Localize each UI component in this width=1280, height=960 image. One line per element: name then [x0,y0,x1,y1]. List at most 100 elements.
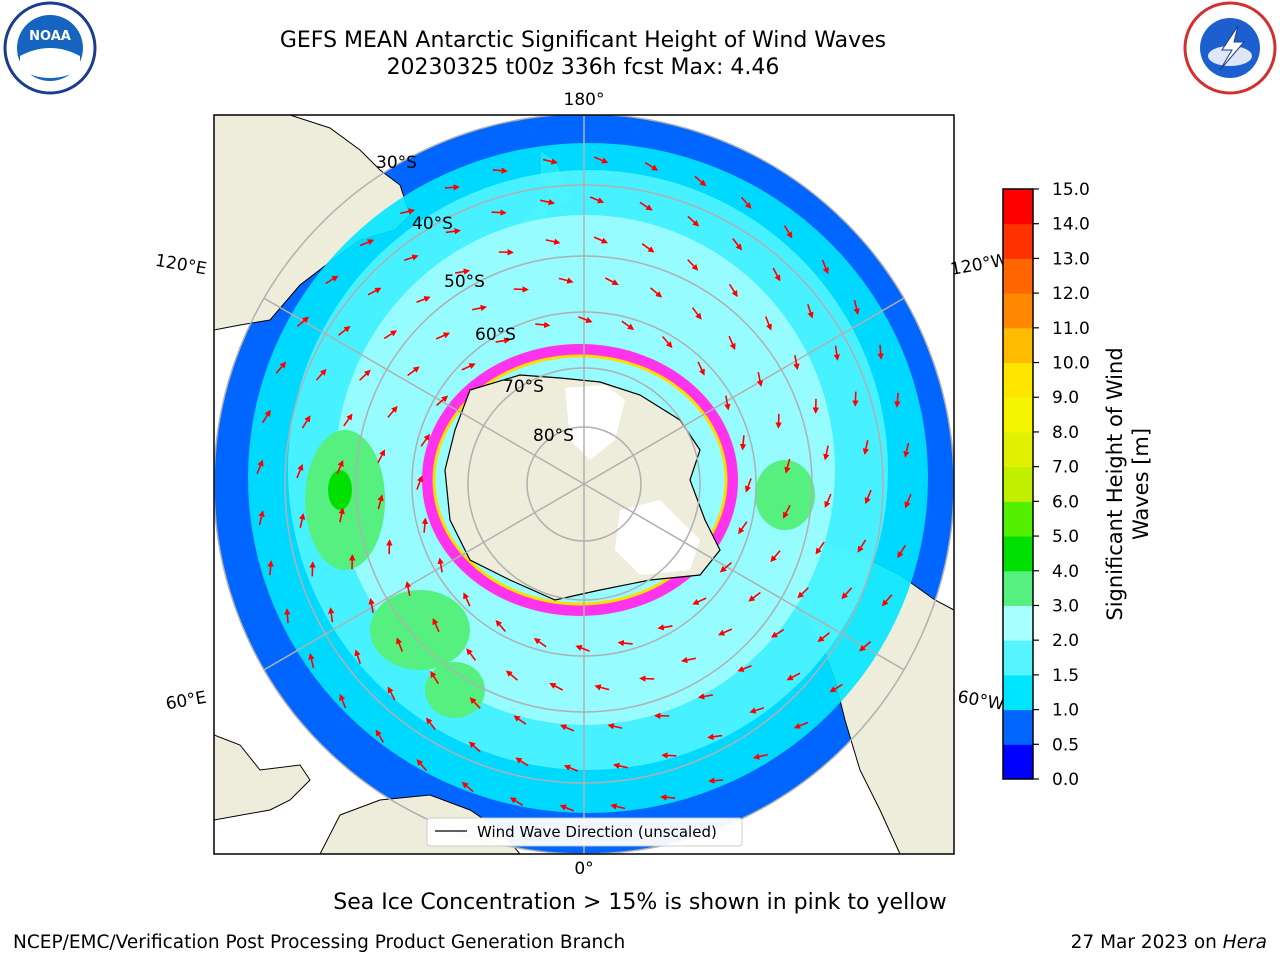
wave-direction-arrow [593,236,609,244]
colorbar-label: Significant Height of Wind Waves [m] [1103,347,1153,620]
lon-label-120e: 120°E [154,251,208,280]
wave-direction-arrow [387,686,396,701]
wave-direction-arrow [336,459,344,475]
lat-label-70s: 70°S [503,377,544,397]
colorbar-segment [1003,362,1033,398]
wave-direction-arrow [420,433,430,447]
wave-direction-arrow [515,757,529,767]
wave-direction-arrow [549,683,564,691]
wave-direction-arrow [697,361,705,376]
wave-direction-arrow [903,442,910,458]
wave-max-patch [328,470,352,510]
footer-host: Hera [1222,932,1267,953]
wave-direction-arrow [724,395,731,411]
colorbar-segment [1003,223,1033,259]
wave-direction-arrow [513,715,527,725]
wave-direction-arrow [904,493,912,509]
wave-direction-arrow [354,649,361,665]
wave-direction-arrow [559,804,575,812]
wave-direction-arrow [621,320,635,330]
wave-patch-south-indian [370,590,470,670]
wave-direction-arrow [435,332,451,340]
wave-direction-arrow [267,560,274,576]
lon-label-0: 0° [574,859,593,879]
wave-direction-arrow [604,277,619,285]
footer-date: 27 Mar 2023 on Hera [1071,932,1267,953]
wave-direction-arrow [607,723,623,730]
wave-direction-arrow [338,507,345,523]
wave-direction-arrow [343,413,353,427]
colorbar-segment [1003,674,1033,711]
lon-label-60e: 60°E [164,688,208,715]
wave-direction-arrow [444,184,460,191]
wave-direction-arrow [661,752,677,759]
weddell-ice-shelf [615,500,700,575]
wave-direction-arrow [617,639,633,647]
wave-direction-arrow [756,372,764,388]
colorbar-tick-label: 15.0 [1052,180,1090,200]
wave-direction-arrow [533,638,547,648]
wave-direction-arrow [821,259,829,275]
wave-direction-arrow [492,167,508,174]
wave-direction-arrow [461,363,476,371]
colorbar-segment [1003,431,1033,468]
wave-direction-arrow [807,303,814,319]
ross-ice-shelf [565,385,625,460]
wave-direction-arrow [841,587,853,600]
wave-direction-arrow [748,591,761,602]
wave-direction-arrow [396,637,404,652]
wave-direction-arrow [387,405,398,418]
nws-logo [1183,1,1277,95]
lat-label-80s: 80°S [533,426,574,446]
wave-direction-arrow [308,652,315,668]
colorbar-tick-label: 9.0 [1052,388,1079,408]
wave-direction-arrow [338,325,351,336]
colorbar-tick-label: 13.0 [1052,249,1090,269]
wave-direction-arrow [535,321,551,329]
wave-direction-arrow [455,268,471,275]
wave-direction-arrow [853,300,860,316]
wave-direction-arrow [407,366,420,377]
colorbar-segment [1003,293,1033,329]
wave-direction-arrow [275,361,287,374]
wave-direction-arrow [594,684,610,691]
wave-direction-arrow [325,275,339,285]
wave-direction-arrow [491,209,507,216]
wave-direction-arrow [707,733,723,740]
wave-direction-arrow [660,794,676,801]
wave-direction-arrow [368,597,375,613]
map-legend: Wind Wave Direction (unscaled) [426,817,743,847]
wave-direction-arrow [719,561,733,573]
wave-direction-arrow [708,777,724,784]
wave-direction-arrow [694,175,707,187]
colorbar-segment [1003,501,1033,537]
wave-direction-arrow [301,415,311,429]
noaa-logo-text: NOAA [29,29,71,44]
wave-direction-arrow [403,254,419,261]
wave-direction-arrow [339,693,347,709]
colorbar-tick-label: 6.0 [1052,492,1079,512]
wave-direction-arrow [558,277,574,284]
wave-direction-arrow [752,753,768,760]
wave-direction-arrow [657,624,673,631]
colorbar-tick-label: 3.0 [1052,596,1079,616]
wave-direction-arrow [425,717,436,730]
footer-date-text: 27 Mar 2023 on [1070,932,1223,953]
wave-direction-arrow [296,463,304,479]
wave-direction-arrow [375,729,385,743]
wave-direction-arrow [589,196,605,204]
colorbar-tick-label: 1.5 [1052,666,1079,686]
wave-direction-arrow [377,494,384,510]
wave-direction-arrow [559,724,575,732]
lon-label-180: 180° [564,90,605,110]
wave-direction-arrow [309,561,316,577]
wave-direction-arrow [852,391,859,407]
wave-direction-arrow [661,335,673,349]
wave-direction-arrow [772,267,781,282]
wave-direction-arrow [793,355,800,371]
footer-branch: NCEP/EMC/Verification Post Processing Pr… [13,932,626,953]
legend-label: Wind Wave Direction (unscaled) [477,823,717,841]
wave-direction-arrow [284,608,291,624]
colorbar-segment [1003,536,1033,572]
wave-direction-arrow [328,607,335,623]
